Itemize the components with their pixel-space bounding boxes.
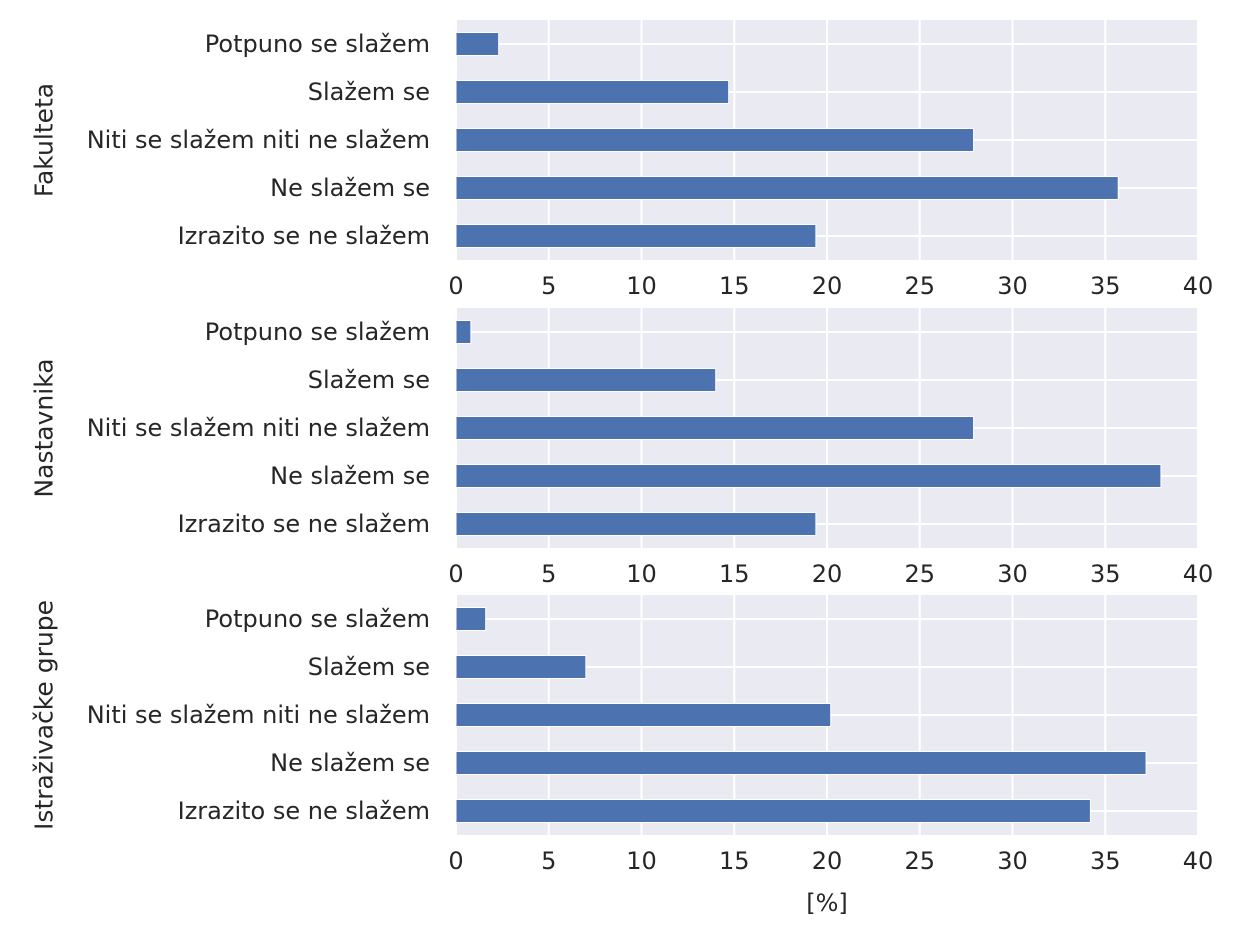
y-axis-label: Nastavnika xyxy=(30,358,59,497)
category-label: Ne slažem se xyxy=(270,174,430,202)
x-tick-label: 25 xyxy=(904,560,935,588)
category-label: Potpuno se slažem xyxy=(205,605,430,633)
x-tick-label: 40 xyxy=(1183,560,1214,588)
x-tick-label: 40 xyxy=(1183,272,1214,300)
category-label: Izrazito se ne slažem xyxy=(178,222,430,250)
chart-panel-3: Potpuno se slažem Slažem se Niti se slažem… xyxy=(30,595,1214,917)
category-label: Niti se slažem niti ne slažem xyxy=(87,414,430,442)
bar-4 xyxy=(455,751,1147,775)
bar-2 xyxy=(455,655,587,679)
x-tick-label: 10 xyxy=(626,272,657,300)
category-label: Slažem se xyxy=(308,653,430,681)
x-tick-label: 30 xyxy=(997,272,1028,300)
x-tick-label: 35 xyxy=(1090,847,1121,875)
chart-panel-1: Potpuno se slažem Slažem se Niti se slažem… xyxy=(30,20,1214,300)
x-tick-label: 0 xyxy=(448,560,463,588)
bar-5 xyxy=(455,799,1091,823)
category-label: Niti se slažem niti ne slažem xyxy=(87,126,430,154)
category-label: Slažem se xyxy=(308,366,430,394)
x-tick-label: 15 xyxy=(719,560,750,588)
x-tick-label: 20 xyxy=(812,847,843,875)
chart-panel-2: Potpuno se slažem Slažem se Niti se slažem… xyxy=(30,308,1214,588)
bar-1 xyxy=(455,607,487,631)
x-tick-label: 15 xyxy=(719,272,750,300)
bar-2 xyxy=(455,368,717,392)
x-axis-label: [%] xyxy=(806,889,848,917)
x-tick-label: 25 xyxy=(904,847,935,875)
bar-1 xyxy=(455,32,500,56)
x-tick-label: 25 xyxy=(904,272,935,300)
category-label: Potpuno se slažem xyxy=(205,30,430,58)
x-tick-label: 0 xyxy=(448,272,463,300)
x-tick-label: 30 xyxy=(997,560,1028,588)
x-tick-label: 30 xyxy=(997,847,1028,875)
x-tick-label: 10 xyxy=(626,560,657,588)
bar-3 xyxy=(455,416,975,440)
bar-5 xyxy=(455,512,817,536)
x-tick-label: 5 xyxy=(541,847,556,875)
x-tick-label: 5 xyxy=(541,560,556,588)
bar-1 xyxy=(455,320,472,344)
x-tick-label: 10 xyxy=(626,847,657,875)
bar-3 xyxy=(455,703,832,727)
category-label: Izrazito se ne slažem xyxy=(178,510,430,538)
x-tick-label: 15 xyxy=(719,847,750,875)
bar-2 xyxy=(455,80,730,104)
category-label: Ne slažem se xyxy=(270,749,430,777)
x-tick-label: 20 xyxy=(812,560,843,588)
category-label: Slažem se xyxy=(308,78,430,106)
category-label: Ne slažem se xyxy=(270,462,430,490)
bar-4 xyxy=(455,464,1162,488)
x-tick-label: 0 xyxy=(448,847,463,875)
x-tick-label: 35 xyxy=(1090,272,1121,300)
x-tick-label: 20 xyxy=(812,272,843,300)
category-label: Izrazito se ne slažem xyxy=(178,797,430,825)
category-label: Potpuno se slažem xyxy=(205,318,430,346)
x-tick-label: 5 xyxy=(541,272,556,300)
x-tick-label: 40 xyxy=(1183,847,1214,875)
bar-4 xyxy=(455,176,1119,200)
category-label: Niti se slažem niti ne slažem xyxy=(87,701,430,729)
y-axis-label: Fakulteta xyxy=(30,83,59,197)
bar-3 xyxy=(455,128,975,152)
y-axis-label: Istraživačke grupe xyxy=(30,600,59,830)
x-tick-label: 35 xyxy=(1090,560,1121,588)
bar-5 xyxy=(455,224,817,248)
